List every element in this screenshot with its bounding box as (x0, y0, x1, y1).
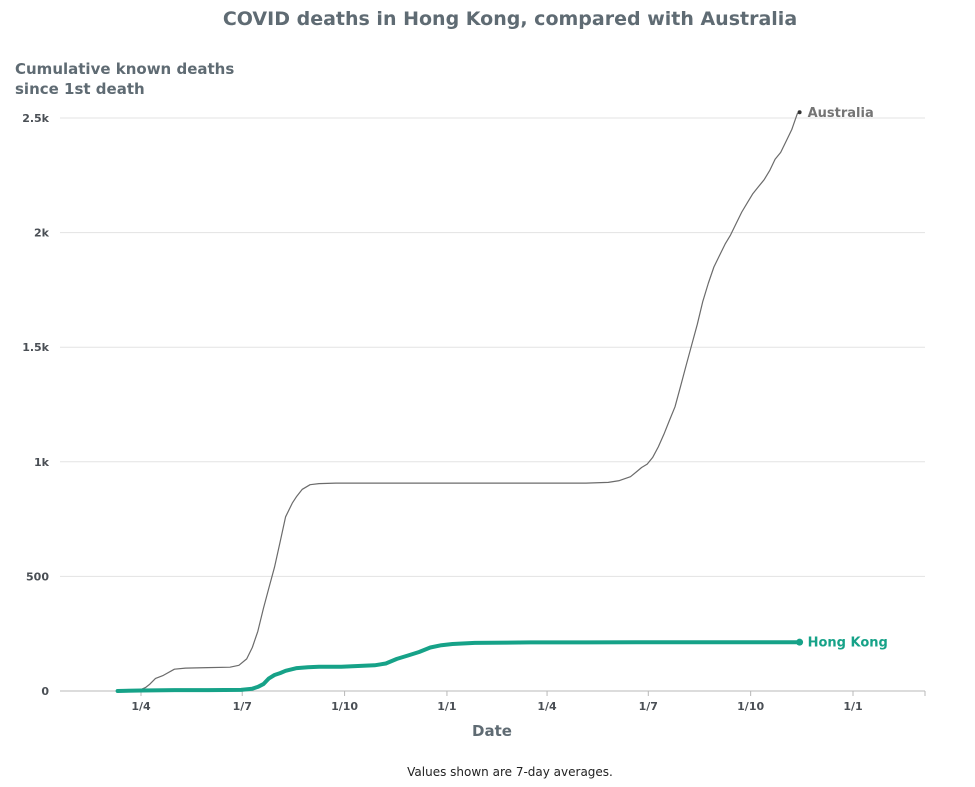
series-end-point-hong-kong (796, 638, 804, 646)
series-end-point-australia (797, 110, 802, 115)
y-axis-label-line-2: since 1st death (15, 80, 145, 98)
series-label-hong-kong: Hong Kong (808, 636, 888, 651)
series-line-australia (117, 111, 801, 692)
y-axis-ticks: 0 500 1k 1.5k 2k 2.5k (22, 112, 49, 698)
x-tick-label: 1/10 (737, 700, 764, 713)
footnote: Values shown are 7-day averages. (407, 765, 613, 779)
y-axis-label-line-1: Cumulative known deaths (15, 60, 235, 78)
series-end-labels: Australia Hong Kong (808, 106, 888, 651)
x-tick-label: 1/4 (537, 700, 557, 713)
grid-lines (60, 117, 925, 692)
x-tick-label: 1/10 (331, 700, 358, 713)
series-lines (115, 110, 804, 693)
series-line-hong-kong (115, 640, 802, 693)
x-tick-label: 1/1 (843, 700, 862, 713)
y-tick-label: 2.5k (22, 112, 49, 125)
y-tick-label: 500 (26, 570, 49, 583)
x-axis-title: Date (472, 722, 512, 740)
x-tick-label: 1/1 (437, 700, 456, 713)
y-axis-label: Cumulative known deaths since 1st death (15, 59, 275, 99)
chart-title: COVID deaths in Hong Kong, compared with… (222, 8, 798, 30)
y-tick-label: 1k (34, 456, 50, 469)
x-axis-ticks: 1/4 1/7 1/10 1/1 1/4 1/7 1/10 1/1 (131, 691, 926, 713)
x-tick-label: 1/7 (639, 700, 658, 713)
series-label-australia: Australia (808, 106, 874, 121)
y-tick-label: 0 (41, 685, 49, 698)
y-tick-label: 1.5k (22, 341, 49, 354)
x-tick-label: 1/4 (131, 700, 151, 713)
x-tick-label: 1/7 (233, 700, 252, 713)
y-tick-label: 2k (34, 227, 50, 240)
